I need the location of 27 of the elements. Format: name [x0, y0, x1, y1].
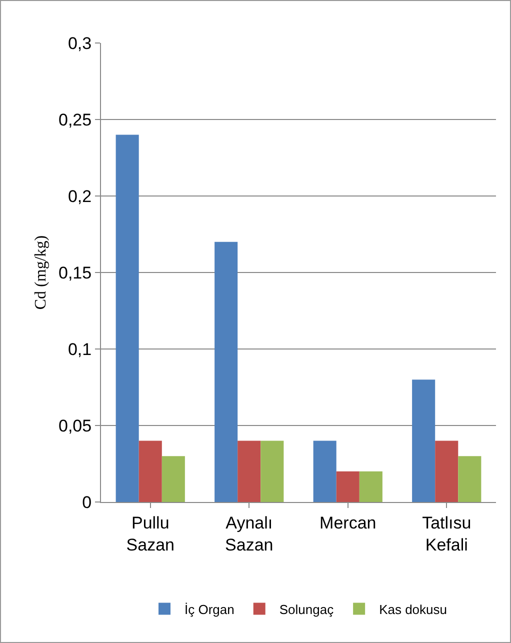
bar	[313, 440, 336, 502]
y-tick-label: 0,05	[58, 416, 92, 436]
y-axis-title: Cd (mg/kg)	[32, 235, 50, 310]
y-tick-label: 0,15	[58, 263, 92, 282]
y-tick-label: 0,3	[68, 34, 92, 53]
bar	[435, 440, 458, 502]
bar	[359, 471, 382, 502]
bar	[162, 456, 185, 502]
y-tick-label: 0,25	[58, 110, 92, 130]
x-tick-label: Tatlısu Kefali	[422, 513, 472, 554]
bar	[116, 134, 139, 502]
y-tick-label: 0,1	[68, 340, 92, 359]
y-tick-label: 0	[82, 492, 92, 512]
bar	[412, 380, 436, 502]
legend-label: İç Organ	[184, 602, 234, 617]
bar	[214, 242, 238, 502]
bar	[336, 471, 360, 502]
bar	[138, 440, 162, 502]
bar	[260, 440, 284, 502]
bar	[238, 440, 261, 502]
legend-label: Kas dokusu	[379, 602, 448, 617]
x-tick-label: Aynalı Sazan	[225, 513, 274, 554]
y-tick-label: 0,2	[68, 186, 92, 206]
x-tick-label: Pullu Sazan	[126, 513, 174, 554]
bar	[458, 456, 482, 502]
legend-label: Solungaç	[279, 602, 334, 617]
x-tick-label: Mercan	[320, 513, 376, 532]
